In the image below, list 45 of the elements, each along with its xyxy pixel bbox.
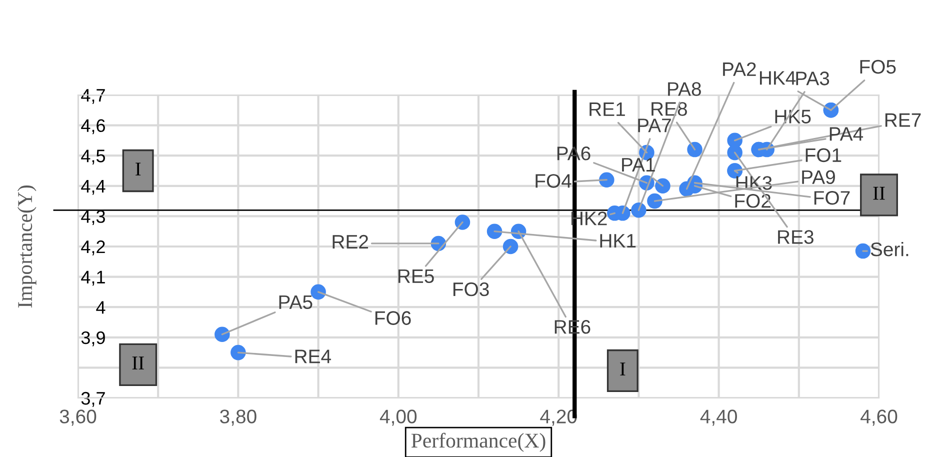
x-tick-label: 3,80 (220, 410, 256, 426)
annotation: RE3 (778, 230, 814, 244)
annotation: RE4 (295, 350, 332, 364)
annotation: I (136, 162, 141, 176)
annotation: II (873, 186, 885, 200)
y-tick-label: 4,6 (81, 119, 105, 134)
y-tick-label: 4,1 (81, 270, 105, 286)
annotation: RE8 (652, 102, 687, 116)
annotation: FO7 (814, 190, 850, 205)
x-tick-label: 3,60 (60, 410, 96, 426)
annotation: HK1 (600, 234, 636, 248)
y-tick-label: 4 (96, 301, 106, 314)
annotation: II (132, 356, 144, 370)
annotation: I (620, 362, 626, 376)
annotation: FO4 (536, 174, 572, 188)
annotation: Seri. (870, 242, 908, 256)
x-tick-label: 4,60 (860, 410, 898, 426)
annotation: FO2 (735, 194, 770, 208)
y-tick-label: 4,3 (81, 210, 105, 226)
annotation: PA7 (638, 118, 671, 132)
x-tick-label: 4,00 (380, 410, 417, 426)
y-tick-label: 4,5 (81, 150, 106, 164)
annotation: FO1 (806, 148, 842, 162)
x-tick-label: 4,40 (700, 410, 737, 426)
y-axis-title: Importance(Y) (17, 186, 36, 308)
annotation: HK4 (760, 71, 796, 85)
annotation: RE1 (590, 102, 625, 116)
annotation: PA5 (279, 295, 312, 310)
annotation: PA2 (723, 62, 756, 76)
annotation: PA9 (802, 170, 835, 184)
y-tick-label: 3,9 (81, 331, 105, 346)
y-tick-label: 4,2 (81, 240, 105, 256)
annotation: RE2 (332, 234, 368, 248)
annotation: FO6 (375, 311, 411, 325)
annotation: RE5 (398, 269, 434, 284)
annotation: RE7 (885, 113, 921, 127)
annotation: PA8 (668, 82, 701, 96)
annotation: HK5 (775, 110, 811, 124)
annotation: FO5 (860, 60, 896, 74)
y-tick-label: 4,4 (81, 180, 106, 195)
annotation: FO3 (453, 282, 489, 296)
annotation: PA1 (622, 158, 655, 172)
annotation: PA3 (796, 72, 830, 86)
x-axis-title: Performance(X) (411, 432, 546, 452)
annotation: PA4 (830, 127, 864, 141)
